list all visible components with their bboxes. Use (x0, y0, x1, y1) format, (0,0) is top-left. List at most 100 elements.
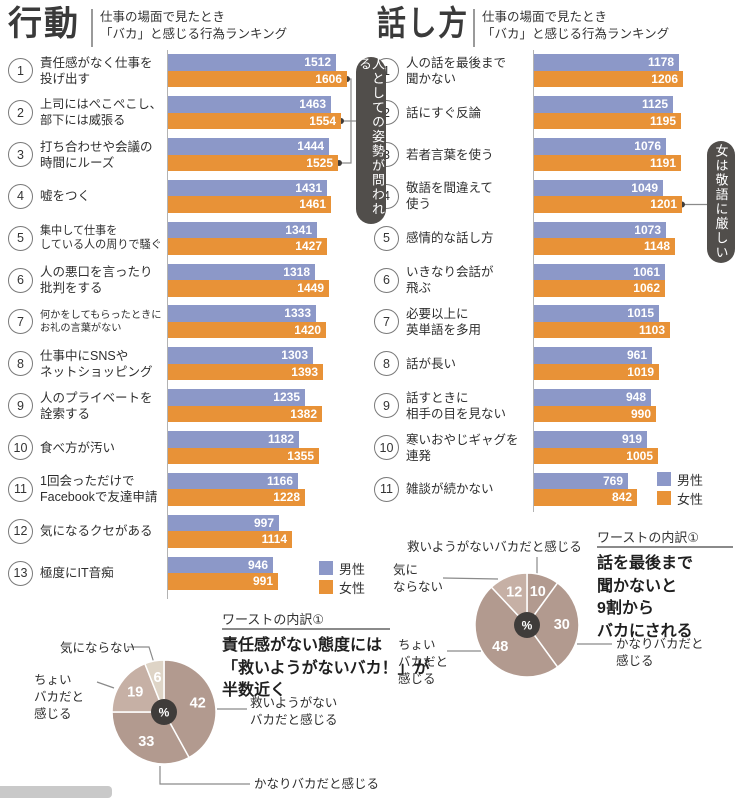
female-bar: 1103 (533, 321, 670, 339)
male-value: 1235 (273, 390, 300, 405)
speech-chart-axis (533, 50, 534, 512)
pie-callout-hopeless-stupid: 救いようがない バカだと感じる (250, 696, 338, 727)
speech-bar-chart: 1 人の話を最後まで 聞かない 1178 1206 2 話にすぐ反論 1125 1195 3 若者… (374, 50, 734, 510)
female-value: 990 (630, 406, 651, 421)
female-value: 1206 (651, 71, 678, 86)
rank-number-badge: 11 (8, 476, 33, 502)
ranking-item-label: 人の悪口を言ったり 批判をする (40, 265, 153, 296)
rank-number-badge: 6 (8, 267, 33, 293)
pie-slice-value: 10 (530, 584, 546, 600)
rank-number-badge: 7 (374, 309, 399, 335)
ranking-row: 13 極度にIT音痴 946 991 (8, 552, 368, 594)
male-bar: 1125 (533, 96, 673, 113)
behavior-legend: 男性 女性 (319, 560, 365, 598)
legend-item-male: 男性 (657, 471, 703, 488)
male-value: 948 (625, 390, 646, 405)
pie-slice (143, 659, 165, 713)
male-value: 961 (626, 348, 647, 363)
pie-callout-dont-mind: 気に ならない (393, 563, 444, 594)
male-value: 1318 (283, 264, 310, 279)
male-value: 1049 (631, 180, 658, 195)
speech-header-divider (473, 9, 475, 47)
bar-pair: 1015 1103 (533, 305, 670, 339)
ranking-row: 4 嘘をつく 1431 1461 (8, 176, 368, 218)
bar-pair: 1049 1201 (533, 179, 682, 213)
female-bar: 1019 (533, 363, 659, 381)
behavior-chart-axis (167, 50, 168, 599)
female-bar: 1191 (533, 154, 681, 172)
rank-number-badge: 10 (8, 435, 33, 461)
female-value: 842 (611, 490, 632, 505)
male-bar: 1166 (167, 472, 298, 490)
female-swatch-icon (657, 491, 671, 505)
female-bar: 842 (533, 489, 637, 506)
ranking-item-label: 気になるクセがある (40, 524, 153, 539)
female-bar: 1427 (167, 238, 327, 255)
male-swatch-icon (319, 561, 333, 575)
male-bar: 1015 (533, 305, 659, 322)
female-legend-label: 女性 (339, 580, 366, 596)
female-bar: 1420 (167, 321, 326, 339)
ranking-row: 1 責任感がなく仕事を 投げ出す 1512 1606 (8, 50, 368, 92)
female-bar: 1206 (533, 70, 683, 88)
bar-pair: 1463 1554 (167, 96, 341, 130)
ranking-row: 11 1回会っただけで Facebookで友達申請 1166 1228 (8, 468, 368, 510)
male-bar: 1178 (533, 54, 679, 71)
pie-callout-quite-stupid: かなりバカだと 感じる (616, 637, 704, 668)
ranking-item-label: 話が長い (406, 356, 457, 371)
male-value: 1303 (281, 348, 308, 363)
rank-number-badge: 2 (8, 100, 33, 126)
pie-slice (163, 659, 217, 759)
speech-pie-section-title: ワーストの内訳① (597, 530, 700, 545)
female-value: 1148 (643, 239, 670, 254)
bar-pair: 1235 1382 (167, 389, 322, 423)
pie-slice-value: 30 (554, 617, 570, 633)
bar-pair: 1303 1393 (167, 347, 323, 381)
male-bar: 1333 (167, 305, 316, 322)
behavior-pie-headline: 責任感がない態度には 「救いようがないバカ！」が 半数近く (222, 637, 430, 699)
male-value: 1341 (285, 222, 312, 237)
ranking-row: 1 人の話を最後まで 聞かない 1178 1206 (374, 50, 734, 92)
rank-number-badge: 9 (374, 393, 399, 419)
ranking-row: 3 若者言葉を使う 1076 1191 (374, 134, 734, 176)
ranking-item-label: 集中して仕事を している人の周りで騒ぐ (40, 225, 162, 252)
female-bar: 1195 (533, 112, 681, 130)
male-value: 1076 (634, 139, 661, 154)
male-value: 919 (621, 432, 642, 447)
male-bar: 1341 (167, 221, 317, 239)
bar-pair: 1061 1062 (533, 263, 665, 297)
legend-item-female: 女性 (657, 490, 704, 507)
ranking-item-label: 人のプライベートを 詮索する (40, 390, 153, 421)
ranking-item-label: 雑談が続かない (406, 482, 494, 497)
female-value: 1019 (627, 364, 654, 379)
female-value: 1606 (315, 71, 342, 86)
ranking-row: 9 人のプライベートを 詮索する 1235 1382 (8, 385, 368, 427)
pie-slice-value: 12 (506, 585, 522, 601)
male-value: 1073 (634, 222, 661, 237)
ranking-row: 9 話すときに 相手の目を見ない 948 990 (374, 385, 734, 427)
bar-pair: 1125 1195 (533, 96, 681, 130)
female-bar: 1382 (167, 405, 322, 423)
bar-pair: 1333 1420 (167, 305, 326, 339)
bar-pair: 769 842 (533, 472, 637, 506)
rank-number-badge: 9 (8, 393, 33, 419)
rank-number-badge: 6 (374, 267, 399, 293)
pie-callout-hopeless-stupid: 救いようがないバカだと感じる (407, 540, 582, 554)
rank-number-badge: 5 (374, 225, 399, 251)
male-bar: 1463 (167, 96, 331, 113)
male-value: 1512 (304, 55, 331, 70)
female-bar: 1228 (167, 489, 305, 506)
rank-number-badge: 3 (8, 142, 33, 168)
female-legend-label: 女性 (677, 491, 704, 507)
rank-number-badge: 1 (8, 58, 33, 84)
female-bar: 1355 (167, 447, 319, 465)
male-value: 1444 (297, 139, 324, 154)
pie-callout-quite-stupid: かなりバカだと感じる (254, 777, 380, 791)
male-bar: 1303 (167, 347, 313, 364)
behavior-header-divider (91, 9, 93, 47)
rank-number-badge: 13 (8, 560, 33, 586)
male-bar: 919 (533, 431, 647, 448)
pie-percent-symbol: % (159, 706, 170, 720)
female-value: 1393 (291, 364, 318, 379)
ranking-row: 6 いきなり会話が 飛ぶ 1061 1062 (374, 259, 734, 301)
